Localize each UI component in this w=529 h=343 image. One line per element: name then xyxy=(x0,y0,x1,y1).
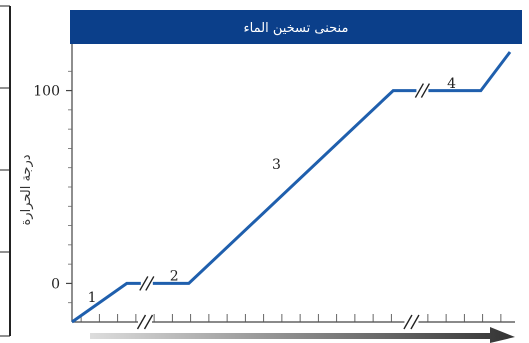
curve-break xyxy=(414,83,425,98)
x-axis-break xyxy=(410,314,420,330)
time-arrow xyxy=(90,327,515,343)
segment-label: 3 xyxy=(272,157,281,173)
x-axis-break-gap xyxy=(138,314,152,330)
y-tick-label: 100 xyxy=(33,84,60,100)
segment-label: 1 xyxy=(88,290,97,306)
x-axis-break xyxy=(143,314,154,330)
curve-break xyxy=(139,276,149,291)
series-line-1 xyxy=(71,51,512,324)
chart-title: منحنى تسخين الماء xyxy=(244,21,349,36)
chart-title-bar xyxy=(70,10,522,44)
curve-break xyxy=(145,276,155,291)
segment-label: 2 xyxy=(170,269,179,285)
y-tick-label: 0 xyxy=(51,276,60,292)
curve-break-gap xyxy=(416,85,429,96)
curve-break xyxy=(420,83,431,98)
x-axis-break xyxy=(403,314,413,330)
x-axis-break-gap xyxy=(404,314,419,330)
y-axis-label: درجة الحرارة xyxy=(19,154,34,225)
left-table-remnant xyxy=(0,5,11,337)
curve-break-gap xyxy=(140,278,153,289)
x-axis-break xyxy=(136,314,147,330)
segment-label: 4 xyxy=(447,76,456,92)
